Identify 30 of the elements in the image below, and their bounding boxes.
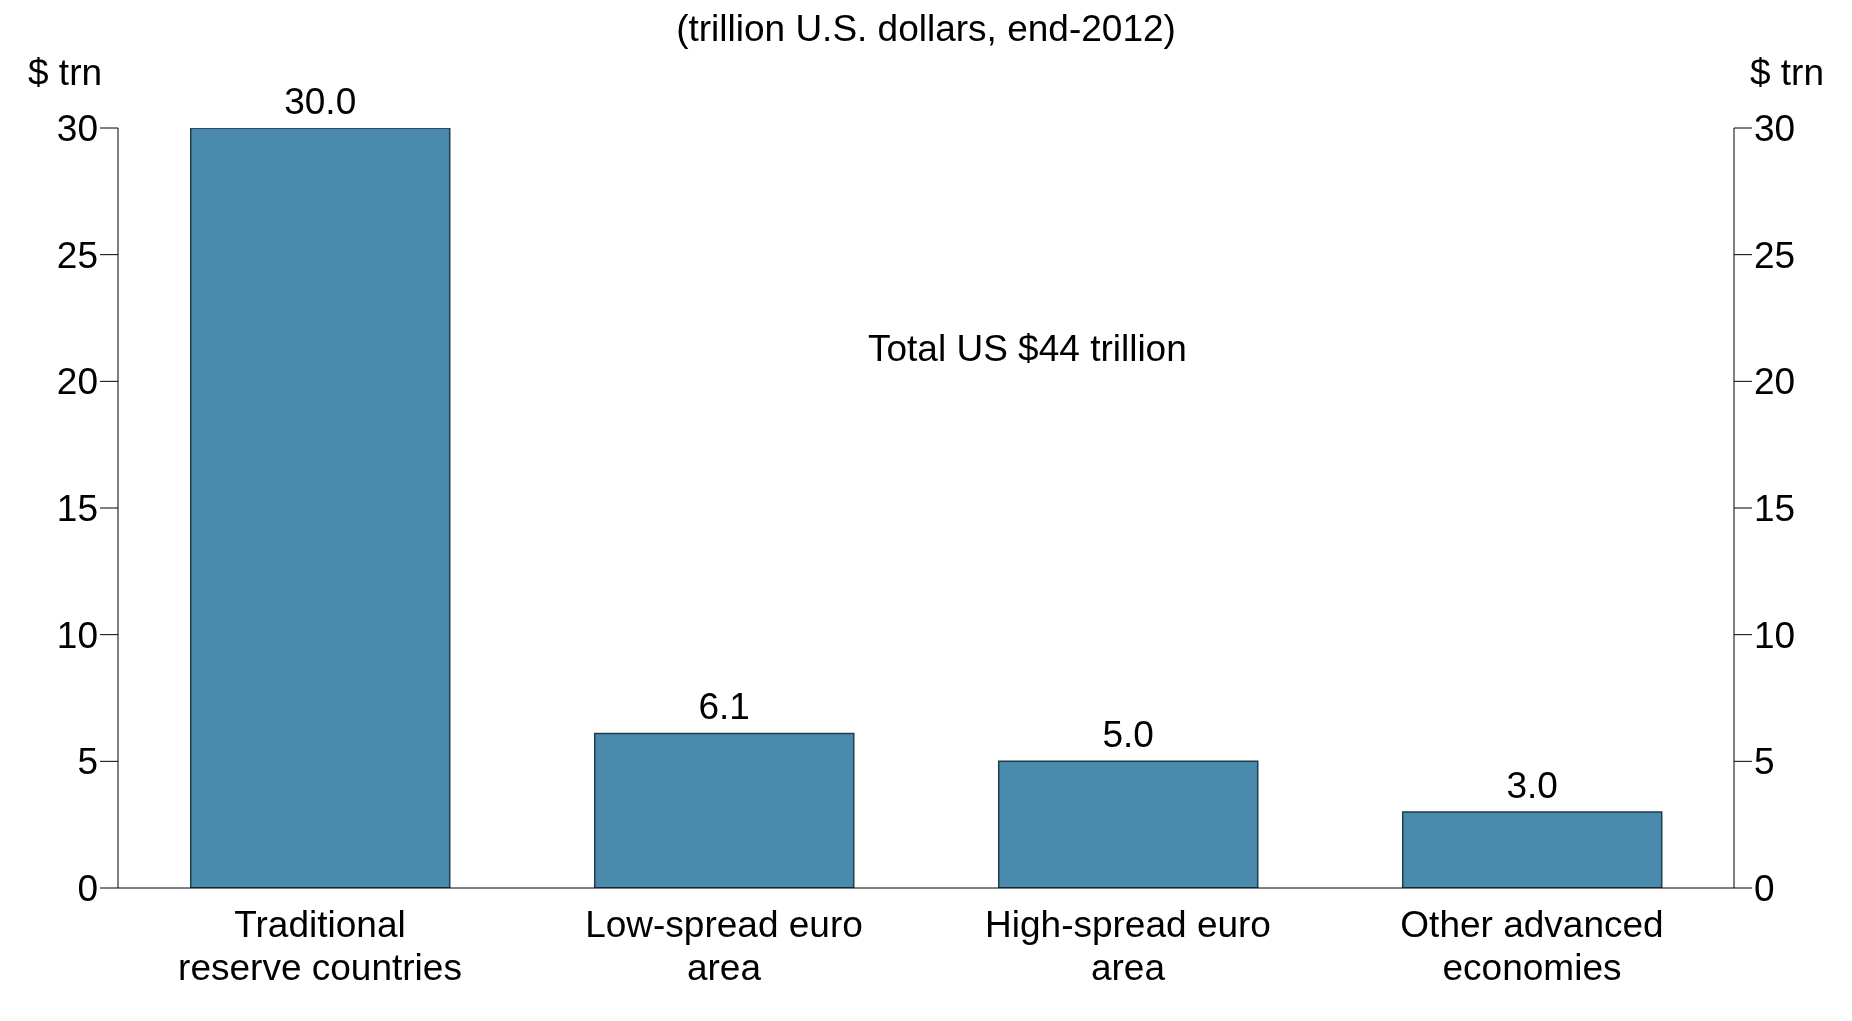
y2-tick-label: 15 <box>1754 488 1796 530</box>
bar <box>189 128 451 888</box>
y2-tick-label: 30 <box>1754 108 1796 150</box>
y2-tick-label: 0 <box>1754 868 1775 910</box>
y2-tick-label: 5 <box>1754 741 1775 783</box>
y-tick-label: 10 <box>56 614 98 656</box>
annotation: Total US $44 trillion <box>868 328 1187 370</box>
bar <box>1401 811 1663 888</box>
y2-tick-label: 25 <box>1754 234 1796 276</box>
y-axis-title: $ trn <box>28 52 103 94</box>
y2-tick-label: 20 <box>1754 361 1796 403</box>
y-tick-label: 20 <box>56 361 98 403</box>
y-tick-label: 0 <box>77 868 98 910</box>
x-tick-label: High-spread euro area <box>985 904 1271 988</box>
y-tick-label: 30 <box>56 108 98 150</box>
y-tick-label: 5 <box>77 741 98 783</box>
y-tick-label: 25 <box>56 234 98 276</box>
data-label: 3.0 <box>1506 765 1558 806</box>
data-label: 5.0 <box>1102 714 1154 756</box>
y2-axis-title: $ trn <box>1749 52 1824 94</box>
x-tick-label: Low-spread euro area <box>585 904 863 988</box>
x-tick-label: Traditional reserve countries <box>178 904 462 988</box>
data-label: 30.0 <box>284 81 357 122</box>
y2-tick-label: 10 <box>1754 614 1796 656</box>
data-label: 6.1 <box>698 686 750 728</box>
chart-subtitle: (trillion U.S. dollars, end-2012) <box>675 8 1177 50</box>
x-tick-label: Other advanced economies <box>1400 904 1664 988</box>
y-tick-label: 15 <box>56 488 98 530</box>
bar <box>593 732 855 888</box>
bar <box>997 760 1259 888</box>
